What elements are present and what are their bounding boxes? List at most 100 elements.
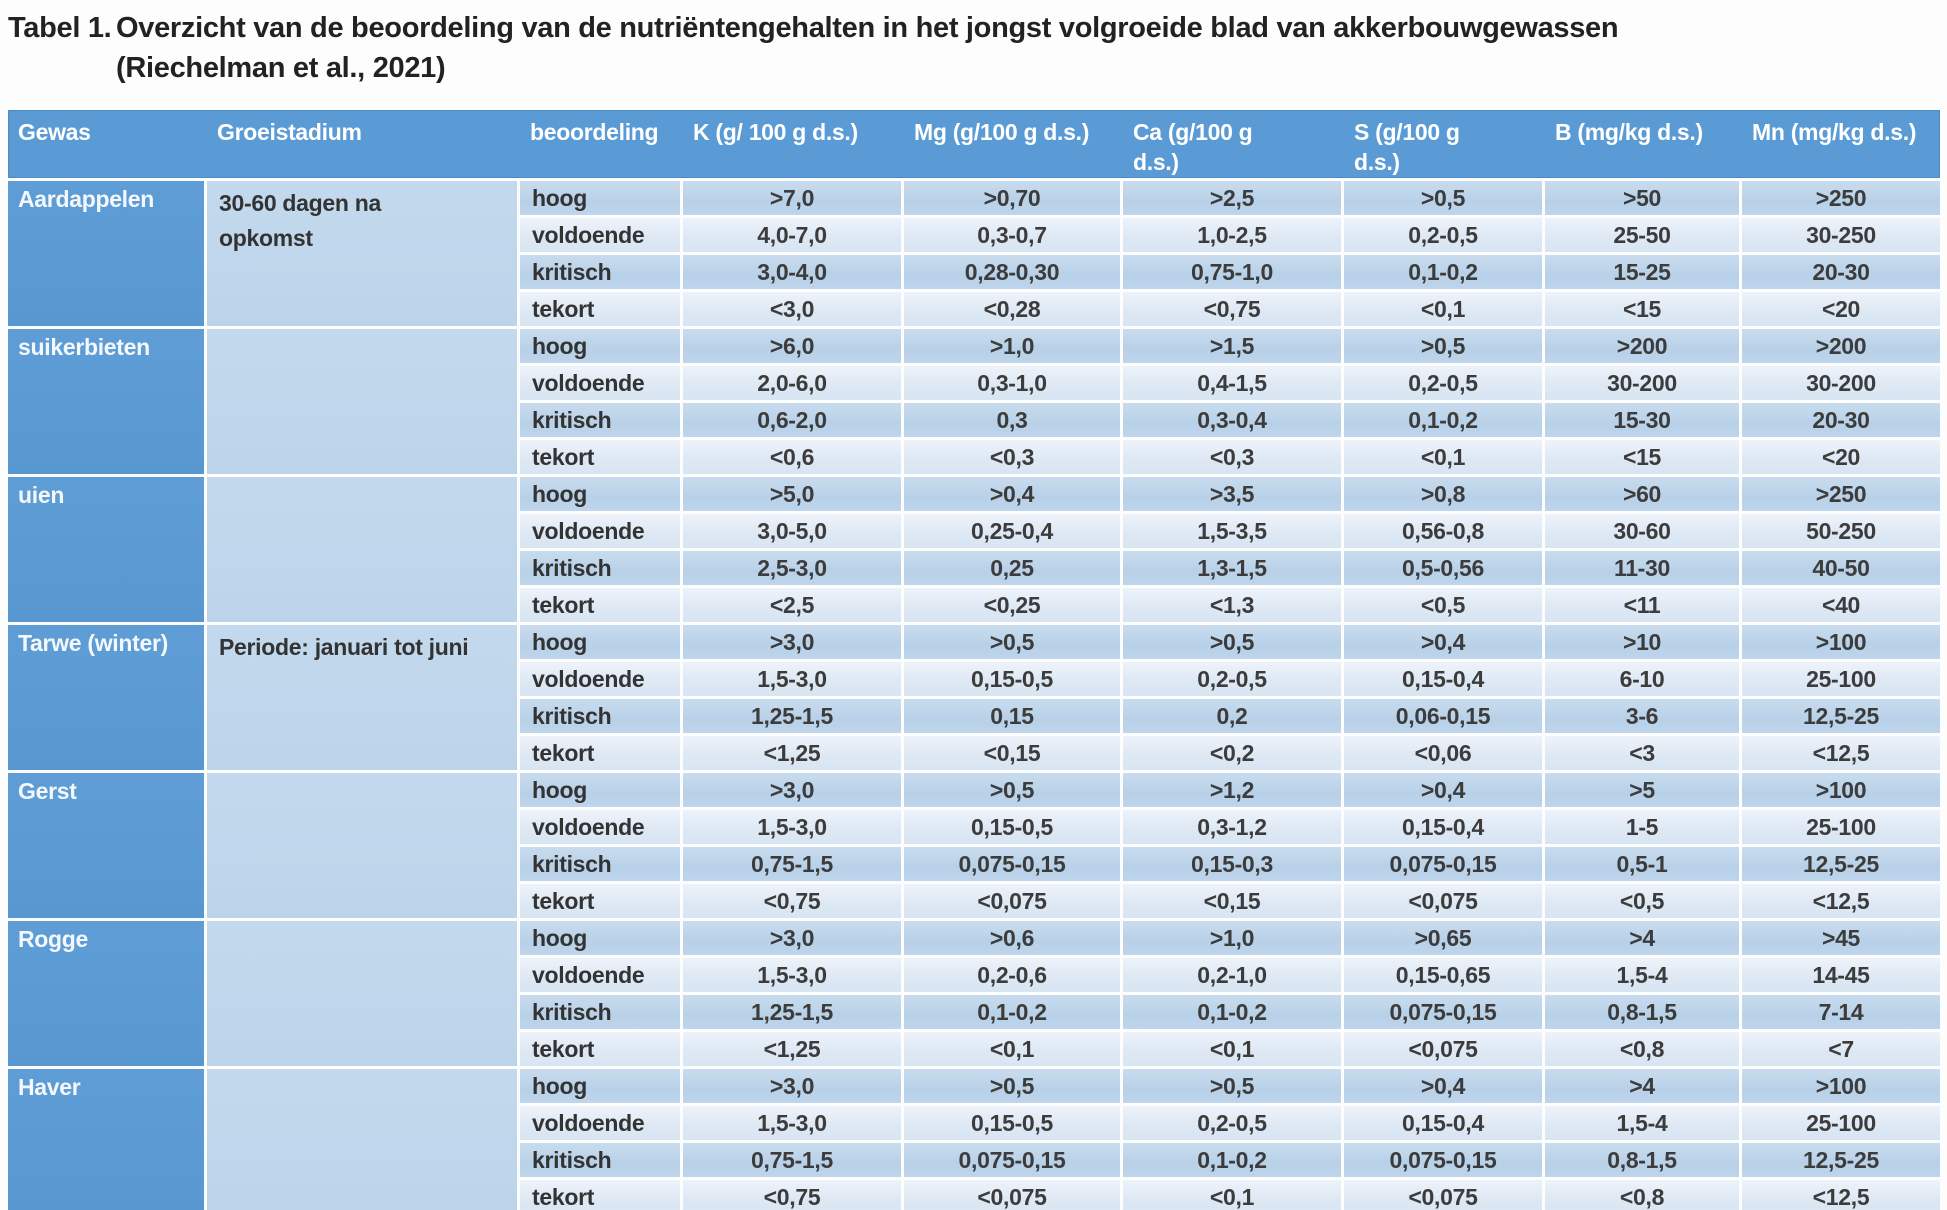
value-cell-mn: 25-100 xyxy=(1742,1106,1940,1140)
value-cell-s: 0,075-0,15 xyxy=(1344,847,1542,881)
value-cell-k: <1,25 xyxy=(683,1032,901,1066)
value-cell-k: 2,5-3,0 xyxy=(683,551,901,585)
value-cell-ca: <0,2 xyxy=(1123,736,1341,770)
value-cell-mg: <0,1 xyxy=(904,1032,1120,1066)
value-cell-mg: 0,15-0,5 xyxy=(904,810,1120,844)
value-cell-mn: <40 xyxy=(1742,588,1940,622)
beoordeling-cell: voldoende xyxy=(520,1106,680,1140)
value-cell-ca: >1,5 xyxy=(1123,329,1341,363)
gewas-cell: Rogge xyxy=(8,921,204,1066)
value-cell-k: 1,5-3,0 xyxy=(683,958,901,992)
value-cell-k: 3,0-4,0 xyxy=(683,255,901,289)
value-cell-k: 1,25-1,5 xyxy=(683,699,901,733)
value-cell-mn: >100 xyxy=(1742,625,1940,659)
value-cell-b: <15 xyxy=(1545,292,1739,326)
value-cell-k: >7,0 xyxy=(683,181,901,215)
beoordeling-cell: kritisch xyxy=(520,699,680,733)
value-cell-s: <0,5 xyxy=(1344,588,1542,622)
gewas-cell: Haver xyxy=(8,1069,204,1210)
beoordeling-cell: hoog xyxy=(520,921,680,955)
value-cell-mn: <12,5 xyxy=(1742,736,1940,770)
beoordeling-cell: tekort xyxy=(520,292,680,326)
value-cell-mg: 0,28-0,30 xyxy=(904,255,1120,289)
beoordeling-cell: kritisch xyxy=(520,255,680,289)
value-cell-k: 0,6-2,0 xyxy=(683,403,901,437)
value-cell-k: >3,0 xyxy=(683,1069,901,1103)
value-cell-b: <0,8 xyxy=(1545,1180,1739,1210)
value-cell-b: 0,5-1 xyxy=(1545,847,1739,881)
value-cell-ca: >3,5 xyxy=(1123,477,1341,511)
beoordeling-cell: hoog xyxy=(520,181,680,215)
value-cell-ca: 0,2-0,5 xyxy=(1123,1106,1341,1140)
value-cell-b: >60 xyxy=(1545,477,1739,511)
value-cell-mg: <0,075 xyxy=(904,884,1120,918)
value-cell-k: 0,75-1,5 xyxy=(683,847,901,881)
value-cell-k: <0,75 xyxy=(683,1180,901,1210)
value-cell-s: >0,4 xyxy=(1344,1069,1542,1103)
value-cell-b: 0,8-1,5 xyxy=(1545,995,1739,1029)
beoordeling-cell: voldoende xyxy=(520,514,680,548)
value-cell-mg: 0,2-0,6 xyxy=(904,958,1120,992)
value-cell-ca: <0,3 xyxy=(1123,440,1341,474)
beoordeling-cell: kritisch xyxy=(520,551,680,585)
header-mg: Mg (g/100 g d.s.) xyxy=(914,119,1090,145)
value-cell-b: >200 xyxy=(1545,329,1739,363)
value-cell-ca: 0,2-1,0 xyxy=(1123,958,1341,992)
value-cell-s: >0,4 xyxy=(1344,773,1542,807)
value-cell-ca: >0,5 xyxy=(1123,1069,1341,1103)
value-cell-mn: <20 xyxy=(1742,292,1940,326)
value-cell-b: <11 xyxy=(1545,588,1739,622)
value-cell-ca: >0,5 xyxy=(1123,625,1341,659)
groeistadium-cell xyxy=(207,1069,517,1210)
beoordeling-cell: voldoende xyxy=(520,810,680,844)
value-cell-s: >0,5 xyxy=(1344,329,1542,363)
value-cell-s: 0,15-0,4 xyxy=(1344,1106,1542,1140)
value-cell-b: <3 xyxy=(1545,736,1739,770)
value-cell-s: 0,15-0,4 xyxy=(1344,810,1542,844)
value-cell-s: 0,2-0,5 xyxy=(1344,218,1542,252)
value-cell-mn: >250 xyxy=(1742,181,1940,215)
caption-label: Tabel 1. xyxy=(8,12,112,44)
value-cell-ca: <0,1 xyxy=(1123,1032,1341,1066)
value-cell-b: 25-50 xyxy=(1545,218,1739,252)
value-cell-k: >3,0 xyxy=(683,921,901,955)
value-cell-mn: 25-100 xyxy=(1742,810,1940,844)
beoordeling-cell: tekort xyxy=(520,884,680,918)
beoordeling-cell: hoog xyxy=(520,625,680,659)
value-cell-mn: >200 xyxy=(1742,329,1940,363)
header-gewas: Gewas xyxy=(18,119,91,145)
value-cell-mn: 20-30 xyxy=(1742,403,1940,437)
value-cell-mg: >0,4 xyxy=(904,477,1120,511)
value-cell-k: >3,0 xyxy=(683,625,901,659)
value-cell-mg: >0,70 xyxy=(904,181,1120,215)
value-cell-b: 30-60 xyxy=(1545,514,1739,548)
value-cell-mg: 0,3-1,0 xyxy=(904,366,1120,400)
value-cell-mg: 0,15 xyxy=(904,699,1120,733)
header-b: B (mg/kg d.s.) xyxy=(1555,119,1703,145)
value-cell-k: <0,6 xyxy=(683,440,901,474)
gewas-cell: suikerbieten xyxy=(8,329,204,474)
header-k: K (g/ 100 g d.s.) xyxy=(693,119,858,145)
value-cell-ca: >1,0 xyxy=(1123,921,1341,955)
gewas-cell: Gerst xyxy=(8,773,204,918)
value-cell-s: >0,4 xyxy=(1344,625,1542,659)
groeistadium-cell xyxy=(207,921,517,1066)
value-cell-mn: >100 xyxy=(1742,773,1940,807)
value-cell-k: 3,0-5,0 xyxy=(683,514,901,548)
value-cell-mn: 30-250 xyxy=(1742,218,1940,252)
beoordeling-cell: tekort xyxy=(520,440,680,474)
value-cell-s: 0,1-0,2 xyxy=(1344,255,1542,289)
value-cell-s: <0,1 xyxy=(1344,292,1542,326)
header-mn: Mn (mg/kg d.s.) xyxy=(1752,119,1917,145)
beoordeling-cell: voldoende xyxy=(520,958,680,992)
beoordeling-cell: hoog xyxy=(520,773,680,807)
value-cell-mg: >0,6 xyxy=(904,921,1120,955)
beoordeling-cell: tekort xyxy=(520,736,680,770)
beoordeling-cell: kritisch xyxy=(520,403,680,437)
value-cell-mg: 0,3 xyxy=(904,403,1120,437)
value-cell-ca: 0,3-0,4 xyxy=(1123,403,1341,437)
value-cell-ca: 0,2-0,5 xyxy=(1123,662,1341,696)
value-cell-s: 0,15-0,4 xyxy=(1344,662,1542,696)
value-cell-k: 0,75-1,5 xyxy=(683,1143,901,1177)
value-cell-b: >10 xyxy=(1545,625,1739,659)
